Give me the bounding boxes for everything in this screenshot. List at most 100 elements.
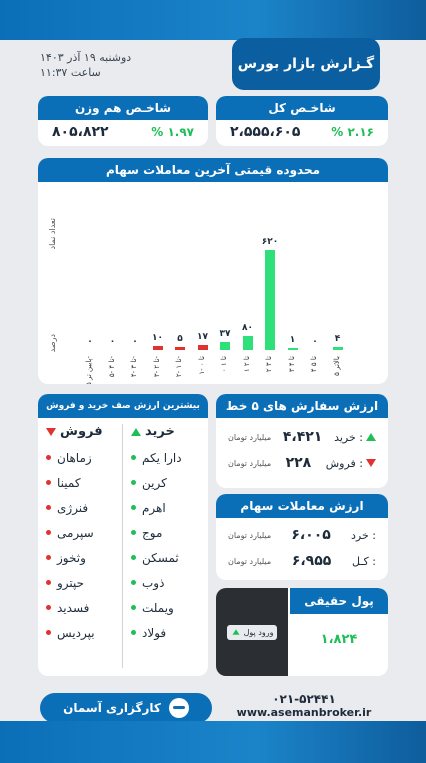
bullet-icon <box>46 530 51 535</box>
arrow-up-icon <box>232 629 240 635</box>
chart-tick-label: ۲- تا ۱- <box>175 356 183 378</box>
brand-name: کارگزاری آسمان <box>63 701 161 715</box>
orders-buy-row: میلیارد تومان ۴،۴۲۱ خرید : <box>216 424 388 450</box>
bullet-icon <box>131 505 136 510</box>
chart-bar <box>152 346 163 350</box>
sell-queue-item: فنرژی <box>46 495 114 520</box>
phone-number[interactable]: ۰۲۱-۵۲۴۴۱ <box>272 692 336 706</box>
chart-tick-label: بالاتر ۵ <box>332 356 341 376</box>
chart-value-label: ۰ <box>312 337 318 347</box>
queue-columns: فروش زماهان کمینا فنرژی سپرمی وثخوز حپترو فسدی… <box>38 418 208 668</box>
sell-symbol: حپترو <box>57 575 85 590</box>
sell-label: فروش <box>60 424 103 439</box>
buy-symbol: کرین <box>142 475 167 490</box>
chart-tick-label: ۰ تا ۱ <box>220 356 228 373</box>
buy-queue-item: فولاد <box>131 620 200 645</box>
chart-bar <box>175 347 185 350</box>
chart-bar <box>242 336 253 350</box>
buy-column: خرید دارا یکم کرین اهرم موج ثمسکن ذوب ویملت فول… <box>123 424 208 668</box>
chart-value-label: ۳۷ <box>219 328 231 339</box>
money-value: ۱،۸۲۴ <box>320 632 358 647</box>
real-money-card: ورود پول پول حقیقی ۱،۸۲۴ <box>216 588 388 676</box>
total-index-change: % ۲.۱۶ <box>331 125 374 139</box>
chart-ylabel: تعداد نماد <box>48 218 57 250</box>
sell-queue-item: بپردیس <box>46 620 114 645</box>
contact-block: ۰۲۱-۵۲۴۴۱ www.asemanbroker.ir <box>224 692 384 719</box>
chart-tick-label: ۵- تا ۴- <box>107 356 116 378</box>
sell-queue-item: وثخوز <box>46 545 114 570</box>
trades-total-label: کـل : <box>352 554 376 568</box>
chart-tick-label: ۲ تا ۳ <box>265 356 273 373</box>
brand-logo-icon <box>168 698 189 718</box>
brand-pill[interactable]: کارگزاری آسمان <box>40 693 212 723</box>
chart-tick-label: ۱ تا ۲ <box>242 356 251 373</box>
arrow-up-icon <box>365 433 376 441</box>
sell-symbol: وثخوز <box>57 550 86 565</box>
equal-index-row: ۸۰۵،۸۲۲ % ۱.۹۷ <box>38 120 208 144</box>
chart-tick-label: ۴ تا ۵ <box>310 356 318 373</box>
trades-retail-label: خرد : <box>351 528 376 542</box>
buy-queue-item: اهرم <box>131 495 200 520</box>
orders-title: ارزش سفارش های ۵ خط اول <box>216 394 388 437</box>
sell-symbol: فنرژی <box>57 500 89 515</box>
chart-title: محدوده قیمتی آخرین معاملات سهام <box>38 158 388 182</box>
buy-header: خرید <box>131 424 200 439</box>
buy-queue-item: ثمسکن <box>131 545 200 570</box>
bullet-icon <box>46 605 51 610</box>
buy-symbol: ثمسکن <box>142 550 179 565</box>
buy-label: خرید <box>145 424 175 439</box>
money-title: پول حقیقی <box>290 588 388 614</box>
price-range-chart-card: محدوده قیمتی آخرین معاملات سهام تعداد نم… <box>38 158 388 384</box>
report-time: ساعت ۱۱:۳۷ <box>40 66 101 79</box>
website-link[interactable]: www.asemanbroker.ir <box>236 706 372 719</box>
chart-tick-label: ۴- تا ۳- <box>130 356 138 378</box>
chart-tick-label: پایین تر ۵- <box>85 356 93 384</box>
chart-value-label: ۸۰ <box>242 323 253 333</box>
chart-tick-label: ۱- تا ۰ <box>197 356 206 375</box>
report-title-text: گـزارش بازار بورس <box>237 56 375 72</box>
buy-queue-item: کرین <box>131 470 200 495</box>
trades-retail-unit: میلیارد تومان <box>228 530 272 540</box>
orders-sell-unit: میلیارد تومان <box>228 458 272 468</box>
chart-value-label: ۰ <box>132 337 138 347</box>
equal-index-value: ۸۰۵،۸۲۲ <box>52 124 109 140</box>
orders-sell-value: ۲۲۸ <box>285 455 312 471</box>
money-board-image: ورود پول <box>216 588 288 676</box>
equal-index-change: % ۱.۹۷ <box>151 125 194 139</box>
chart-bar <box>197 345 208 350</box>
trades-total-unit: میلیارد تومان <box>228 556 272 566</box>
bullet-icon <box>131 455 136 460</box>
orders-card: ارزش سفارش های ۵ خط اول میلیارد تومان ۴،… <box>216 394 388 488</box>
chart-value-label: ۰ <box>87 337 93 347</box>
orders-buy-label: خرید : <box>334 430 363 444</box>
chart-value-label: ۰ <box>109 337 116 347</box>
queue-title: بیشترین ارزش صف خرید و فروش <box>38 394 208 418</box>
sell-header: فروش <box>46 424 114 439</box>
sell-symbol: زماهان <box>57 450 92 465</box>
bullet-icon <box>46 505 51 510</box>
total-index-card: شاخـص کل ۲،۵۵۵،۶۰۵ % ۲.۱۶ <box>216 96 388 146</box>
buy-symbol: اهرم <box>142 500 166 515</box>
bullet-icon <box>46 480 51 485</box>
equal-index-title: شاخـص هم وزن <box>38 96 208 120</box>
sell-symbol: کمینا <box>57 475 81 490</box>
queue-card: بیشترین ارزش صف خرید و فروش فروش زماهان ک… <box>38 394 208 676</box>
chart-value-label: ۱ <box>289 334 296 345</box>
chart-value-label: ۵ <box>177 334 183 345</box>
orders-sell-label-wrap: فروش : <box>326 457 376 470</box>
sell-queue-item: سپرمی <box>46 520 114 545</box>
arrow-up-icon <box>131 427 141 436</box>
orders-sell-row: میلیارد تومان ۲۲۸ فروش : <box>216 450 388 476</box>
trades-retail-value: ۶،۰۰۵ <box>291 527 331 543</box>
buy-symbol: دارا یکم <box>142 450 182 465</box>
chart-bar <box>265 250 275 350</box>
trades-title: ارزش معاملات سهام <box>216 494 388 518</box>
bullet-icon <box>131 630 136 635</box>
orders-buy-value: ۴،۴۲۱ <box>282 429 323 445</box>
sell-symbol: بپردیس <box>57 625 95 640</box>
buy-symbol: موج <box>142 525 163 540</box>
chart-bar <box>287 347 298 350</box>
chart-value-label: ۶۲۰ <box>261 237 279 247</box>
bullet-icon <box>131 580 136 585</box>
sell-queue-item: زماهان <box>46 445 114 470</box>
